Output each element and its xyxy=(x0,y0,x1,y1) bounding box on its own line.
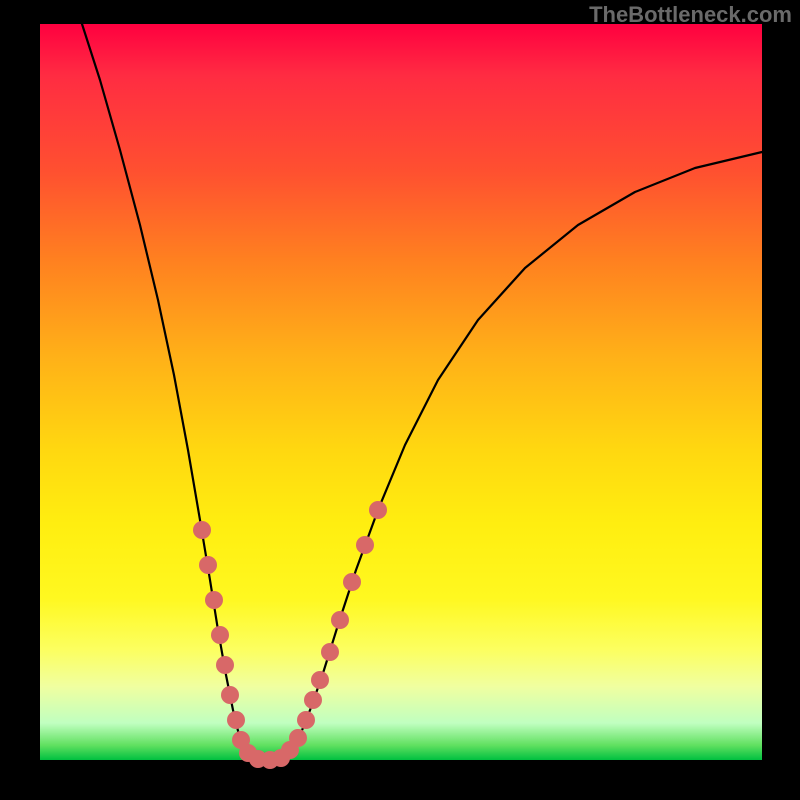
chart-container: TheBottleneck.com xyxy=(0,0,800,800)
curve-overlay xyxy=(0,0,800,800)
watermark-text: TheBottleneck.com xyxy=(589,2,792,28)
